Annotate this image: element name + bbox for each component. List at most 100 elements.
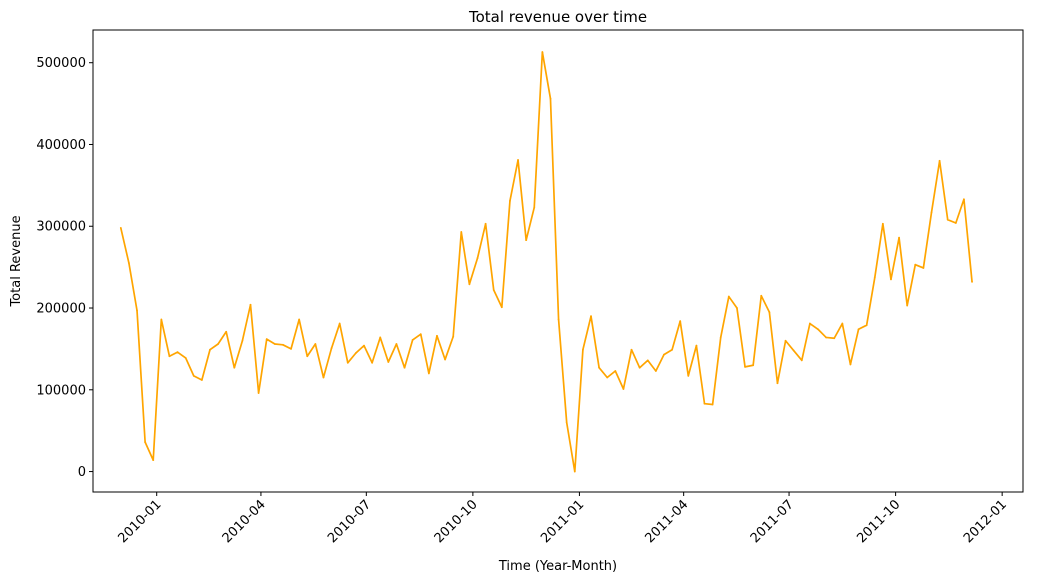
data-point [736, 307, 738, 309]
data-point [598, 366, 601, 369]
data-point [663, 353, 665, 356]
y-axis-label: Total Revenue [9, 215, 24, 307]
data-point [654, 370, 657, 372]
data-point [679, 320, 682, 322]
data-point [136, 309, 138, 312]
data-point [898, 236, 900, 239]
data-point [452, 335, 455, 338]
data-point [225, 330, 228, 333]
data-point [468, 283, 471, 286]
data-point [776, 382, 779, 385]
data-point [865, 324, 868, 327]
data-point [509, 200, 511, 202]
data-point [419, 333, 422, 336]
data-point [719, 336, 722, 339]
data-point [557, 318, 560, 321]
data-point [330, 347, 333, 349]
data-point [233, 366, 236, 369]
total-revenue-series-line [119, 51, 973, 473]
data-point [411, 339, 414, 341]
data-point [379, 336, 382, 339]
data-point [727, 295, 730, 298]
data-point [938, 159, 941, 162]
data-point [922, 267, 925, 269]
y-tick-label: 300000 [36, 220, 86, 235]
data-point [760, 294, 763, 297]
data-point [841, 322, 844, 325]
data-point [825, 336, 828, 339]
data-points [119, 51, 973, 473]
data-point [168, 355, 171, 358]
data-point [346, 361, 349, 364]
data-point [971, 280, 973, 283]
data-point [152, 459, 155, 462]
data-point [930, 211, 933, 214]
data-point [476, 257, 479, 260]
data-point [273, 343, 276, 345]
y-tick-label: 0 [78, 465, 86, 480]
data-point [127, 262, 130, 264]
data-point [298, 318, 301, 321]
data-point [403, 366, 406, 369]
data-point [573, 470, 576, 473]
data-point [687, 374, 690, 377]
data-point [257, 392, 260, 394]
data-point [314, 343, 317, 345]
data-point [630, 348, 633, 351]
data-point [492, 289, 495, 291]
data-point [144, 441, 147, 444]
data-point [184, 357, 187, 359]
data-point [427, 372, 430, 375]
data-point [322, 376, 325, 379]
data-point [525, 239, 528, 242]
data-point [217, 343, 219, 345]
data-point [282, 343, 284, 346]
data-point [752, 364, 755, 367]
data-point [549, 97, 552, 100]
data-point [565, 421, 568, 424]
data-point [695, 344, 698, 347]
data-point [192, 374, 195, 377]
data-point [606, 376, 609, 379]
data-point [881, 222, 884, 225]
data-point [363, 344, 365, 347]
data-point [500, 306, 503, 309]
data-point [290, 348, 292, 350]
data-point [395, 343, 398, 345]
data-point [590, 315, 592, 318]
data-point [460, 231, 463, 233]
data-point [857, 328, 860, 331]
data-point [768, 311, 771, 314]
data-point [873, 276, 876, 279]
data-point [800, 359, 803, 362]
x-axis-label: Time (Year-Month) [498, 559, 617, 574]
data-point [809, 322, 811, 325]
data-point [200, 379, 203, 381]
data-point [249, 303, 252, 306]
data-point [517, 159, 519, 161]
y-tick-label: 100000 [36, 383, 86, 398]
data-point [484, 222, 487, 225]
data-point [784, 339, 787, 342]
data-point [265, 338, 268, 340]
data-point [914, 263, 917, 266]
data-point [671, 348, 673, 351]
data-point [582, 348, 584, 351]
y-axis-ticks: 0 100000 200000 300000 400000 500000 [36, 56, 93, 480]
data-point [355, 352, 357, 354]
data-point [119, 226, 122, 229]
data-point [792, 349, 795, 352]
data-point [176, 351, 179, 354]
data-point [338, 322, 341, 325]
data-point [849, 363, 852, 366]
data-point [954, 222, 957, 224]
data-point [833, 337, 836, 340]
data-point [946, 218, 949, 221]
axes-frame [92, 29, 1024, 493]
data-point [444, 358, 446, 361]
data-point [541, 51, 544, 53]
data-point [703, 402, 706, 405]
data-point [744, 365, 746, 368]
data-point [209, 348, 211, 351]
